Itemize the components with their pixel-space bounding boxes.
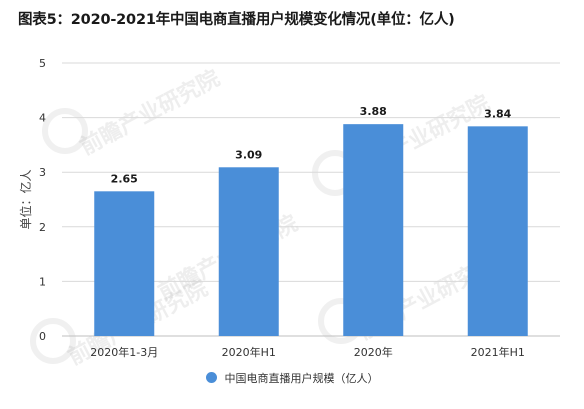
data-label: 3.84 (484, 107, 511, 120)
bar (94, 191, 155, 336)
legend-marker (205, 372, 217, 383)
y-axis-label: 单位：亿人 (18, 169, 33, 229)
data-label: 3.09 (235, 148, 262, 161)
x-tick-label: 2020年1-3月 (90, 345, 158, 359)
bar (218, 167, 279, 336)
x-tick-label: 2020年 (354, 345, 393, 359)
legend: 中国电商直播用户规模（亿人） (0, 370, 584, 386)
chart-title: 图表5：2020-2021年中国电商直播用户规模变化情况(单位：亿人) (18, 12, 455, 28)
y-tick-label: 5 (39, 57, 46, 70)
data-label: 2.65 (111, 172, 138, 185)
y-tick-label: 4 (39, 112, 46, 125)
data-label: 3.88 (360, 105, 387, 118)
title-bar: 图表5：2020-2021年中国电商直播用户规模变化情况(单位：亿人) (0, 0, 584, 40)
y-tick-label: 0 (39, 330, 46, 343)
x-tick-label: 2021年H1 (471, 345, 525, 359)
bar (467, 126, 528, 336)
y-tick-label: 1 (39, 275, 46, 288)
bar (343, 124, 404, 336)
y-tick-label: 3 (39, 166, 46, 179)
y-tick-label: 2 (39, 221, 46, 234)
legend-label: 中国电商直播用户规模（亿人） (224, 372, 379, 385)
x-tick-label: 2020年H1 (222, 345, 276, 359)
